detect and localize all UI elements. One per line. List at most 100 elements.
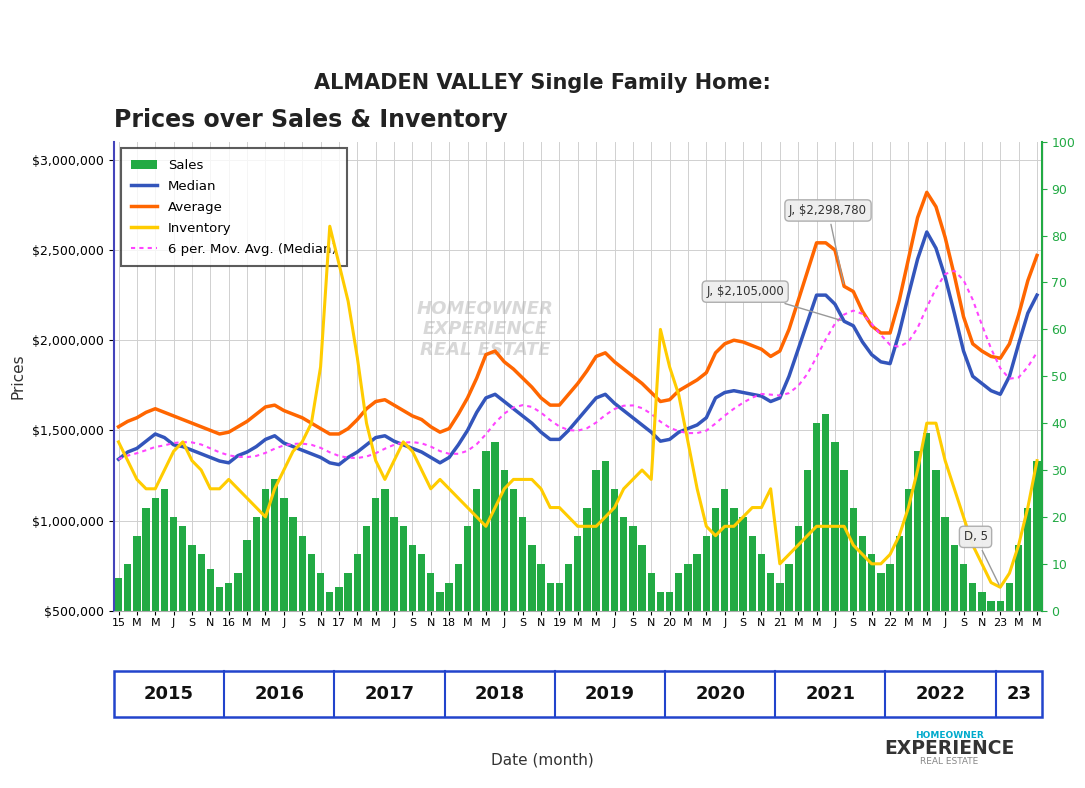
Text: Date (month): Date (month) — [492, 753, 593, 768]
6 per. Mov. Avg. (Median) — [948, 266, 961, 276]
Median — [332, 460, 345, 470]
Median — [1031, 291, 1044, 300]
Bar — [767, 573, 775, 611]
Median — [176, 442, 189, 452]
Bar — [179, 526, 187, 611]
Bar — [749, 536, 756, 611]
Bar — [455, 564, 462, 611]
6 per. Mov. Avg. (Median) — [112, 455, 125, 464]
Text: J, $2,105,000: J, $2,105,000 — [706, 285, 842, 321]
Bar — [666, 592, 674, 611]
Bar — [923, 433, 931, 611]
6 per. Mov. Avg. (Median) — [1031, 348, 1044, 357]
Bar — [464, 526, 471, 611]
Text: ALMADEN VALLEY Single Family Home:: ALMADEN VALLEY Single Family Home: — [314, 72, 771, 93]
Bar — [142, 507, 150, 611]
Bar — [547, 582, 553, 611]
Bar — [391, 517, 398, 611]
Bar — [206, 568, 214, 611]
Bar — [537, 564, 545, 611]
Average — [1031, 251, 1044, 260]
Bar — [850, 507, 857, 611]
Line: 6 per. Mov. Avg. (Median): 6 per. Mov. Avg. (Median) — [118, 271, 1037, 459]
Bar — [519, 517, 526, 611]
Inventory — [112, 437, 125, 447]
Text: 2021: 2021 — [805, 686, 855, 703]
Median — [350, 448, 363, 457]
Bar — [290, 517, 296, 611]
Bar — [620, 517, 627, 611]
Bar — [786, 564, 793, 611]
Bar — [905, 489, 912, 611]
Bar — [528, 545, 536, 611]
Inventory — [1031, 456, 1044, 466]
Bar — [225, 582, 232, 611]
Bar — [124, 564, 131, 611]
Bar — [161, 489, 168, 611]
6 per. Mov. Avg. (Median) — [342, 453, 355, 463]
Text: D, 5: D, 5 — [963, 530, 999, 585]
Bar — [703, 536, 710, 611]
Bar — [133, 536, 141, 611]
Text: EXPERIENCE: EXPERIENCE — [884, 739, 1014, 758]
Bar — [932, 470, 940, 611]
Bar — [115, 578, 123, 611]
Bar — [308, 555, 315, 611]
Median — [673, 427, 686, 437]
Bar — [841, 470, 847, 611]
Bar — [979, 592, 985, 611]
Bar — [648, 573, 655, 611]
Average — [112, 422, 125, 432]
Inventory — [673, 390, 686, 400]
Bar — [243, 541, 251, 611]
Bar — [776, 582, 783, 611]
Bar — [831, 442, 839, 611]
Text: 2016: 2016 — [254, 686, 304, 703]
Median — [920, 227, 933, 236]
Bar — [327, 592, 333, 611]
Bar — [271, 479, 279, 611]
Bar — [335, 587, 343, 611]
Bar — [574, 536, 582, 611]
Text: 2020: 2020 — [695, 686, 745, 703]
Bar — [482, 452, 489, 611]
Bar — [950, 545, 958, 611]
Bar — [739, 517, 746, 611]
Legend: Sales, Median, Average, Inventory, 6 per. Mov. Avg. (Median): Sales, Median, Average, Inventory, 6 per… — [120, 148, 347, 266]
Bar — [794, 526, 802, 611]
6 per. Mov. Avg. (Median) — [755, 389, 768, 399]
Bar — [510, 489, 518, 611]
Bar — [556, 582, 563, 611]
Bar — [362, 526, 370, 611]
Bar — [997, 601, 1004, 611]
Bar — [685, 564, 691, 611]
Bar — [1014, 545, 1022, 611]
Average — [920, 188, 933, 197]
Bar — [693, 555, 701, 611]
Text: REAL ESTATE: REAL ESTATE — [920, 757, 979, 767]
Bar — [712, 507, 719, 611]
Bar — [895, 536, 903, 611]
Bar — [942, 517, 948, 611]
Median — [764, 397, 777, 407]
Bar — [344, 573, 352, 611]
Bar — [1033, 461, 1041, 611]
Bar — [354, 555, 361, 611]
Average — [213, 429, 226, 439]
Bar — [584, 507, 590, 611]
Line: Inventory: Inventory — [118, 226, 1037, 587]
Inventory — [323, 221, 336, 231]
Text: HOMEOWNER: HOMEOWNER — [915, 730, 984, 740]
Bar — [565, 564, 572, 611]
Bar — [216, 587, 224, 611]
6 per. Mov. Avg. (Median) — [535, 408, 548, 418]
Inventory — [176, 437, 189, 447]
Bar — [656, 592, 664, 611]
Bar — [602, 461, 609, 611]
Average — [673, 386, 686, 396]
Bar — [280, 498, 288, 611]
Text: 2019: 2019 — [585, 686, 635, 703]
Bar — [886, 564, 894, 611]
Text: 2015: 2015 — [144, 686, 194, 703]
Bar — [877, 573, 884, 611]
